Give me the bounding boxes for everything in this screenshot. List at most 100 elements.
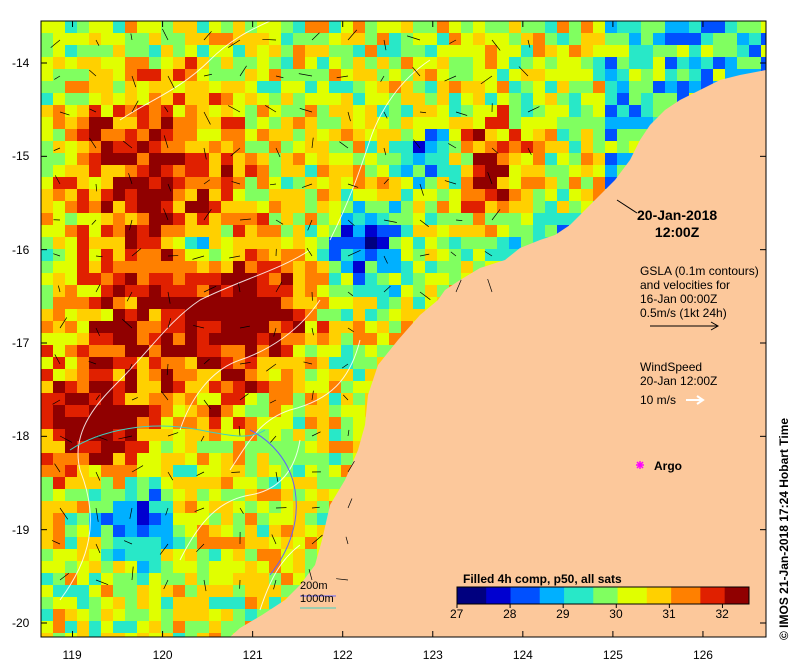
sst-cell	[545, 69, 557, 81]
sst-cell	[425, 81, 437, 93]
velocity-arrow	[311, 390, 314, 401]
sst-cell	[269, 381, 281, 393]
sst-cell	[149, 417, 161, 429]
sst-cell	[545, 225, 557, 237]
velocity-arrow	[266, 363, 277, 372]
velocity-arrow	[444, 180, 457, 185]
sst-cell	[173, 429, 185, 441]
sst-cell	[257, 501, 269, 513]
sst-cell	[461, 93, 473, 105]
sst-cell	[77, 129, 89, 141]
sst-cell	[581, 117, 593, 129]
sst-cell	[41, 513, 53, 525]
sst-cell	[617, 81, 629, 93]
sst-cell	[89, 465, 101, 477]
sst-cell	[509, 33, 521, 45]
colorbar-segment	[564, 587, 570, 604]
velocity-arrow	[275, 281, 283, 293]
sst-cell	[509, 105, 521, 117]
sst-cell	[113, 249, 125, 261]
sst-cell	[437, 21, 449, 33]
sst-cell	[209, 153, 221, 165]
sst-cell	[101, 417, 113, 429]
sst-cell	[137, 237, 149, 249]
sst-cell	[89, 477, 101, 489]
sst-cell	[125, 69, 137, 81]
sst-cell	[53, 117, 65, 129]
velocity-arrow	[95, 39, 100, 46]
velocity-arrow	[262, 38, 277, 41]
sst-cell	[593, 45, 605, 57]
sst-cell	[89, 537, 101, 549]
sst-cell	[665, 33, 677, 45]
sst-cell	[497, 225, 509, 237]
sst-cell	[401, 249, 413, 261]
sst-cell	[41, 69, 53, 81]
sst-cell	[161, 33, 173, 45]
sst-cell	[41, 141, 53, 153]
sst-cell	[209, 129, 221, 141]
colorbar-segment	[627, 587, 633, 604]
sst-cell	[317, 357, 329, 369]
sst-cell	[665, 69, 677, 81]
sst-cell	[293, 333, 305, 345]
sst-cell	[713, 21, 725, 33]
sst-cell	[461, 153, 473, 165]
velocity-arrow	[53, 253, 61, 257]
velocity-arrow	[164, 106, 169, 113]
sst-cell	[269, 45, 281, 57]
sst-cell	[557, 93, 569, 105]
sst-cell	[65, 249, 77, 261]
sst-cell	[761, 33, 766, 45]
sst-cell	[329, 249, 341, 261]
sst-cell	[305, 141, 317, 153]
sst-cell	[185, 105, 197, 117]
sst-cell	[125, 453, 137, 465]
velocity-arrow	[275, 75, 284, 79]
sst-cell	[113, 333, 125, 345]
sst-cell	[221, 69, 233, 81]
colorbar-tick-label: 28	[503, 607, 517, 621]
sst-cell	[77, 417, 89, 429]
sst-cell	[41, 153, 53, 165]
sst-cell	[365, 345, 377, 357]
sst-cell	[269, 249, 281, 261]
velocity-arrow	[491, 147, 499, 154]
velocity-arrow	[342, 394, 349, 401]
sst-cell	[209, 585, 221, 597]
sst-cell	[413, 45, 425, 57]
sst-cell	[221, 273, 233, 285]
sst-cell	[257, 345, 269, 357]
sst-cell	[629, 33, 641, 45]
sst-cell	[317, 165, 329, 177]
sst-cell	[569, 177, 581, 189]
sst-cell	[149, 165, 161, 177]
sst-cell	[41, 357, 53, 369]
sst-cell	[413, 249, 425, 261]
sst-cell	[53, 237, 65, 249]
sst-cell	[101, 537, 113, 549]
sst-cell	[749, 33, 761, 45]
sst-cell	[353, 297, 365, 309]
sst-cell	[449, 237, 461, 249]
sst-cell	[605, 33, 617, 45]
velocity-arrow	[347, 219, 355, 227]
sst-cell	[161, 561, 173, 573]
sst-cell	[329, 477, 341, 489]
sst-cell	[77, 597, 89, 609]
sst-cell	[125, 261, 137, 273]
velocity-arrow	[347, 183, 359, 188]
sst-cell	[365, 321, 377, 333]
sst-cell	[437, 273, 449, 285]
gsla-line-2: and velocities for	[640, 278, 731, 292]
sst-cell	[113, 21, 125, 33]
wind-legend: WindSpeed 20-Jan 12:00Z 10 m/s	[640, 360, 717, 407]
sst-cell	[137, 105, 149, 117]
sst-cell	[233, 129, 245, 141]
sst-cell	[629, 129, 641, 141]
sst-cell	[185, 309, 197, 321]
sst-cell	[233, 237, 245, 249]
sst-cell	[41, 525, 53, 537]
sst-cell	[125, 621, 137, 633]
sst-cell	[185, 117, 197, 129]
